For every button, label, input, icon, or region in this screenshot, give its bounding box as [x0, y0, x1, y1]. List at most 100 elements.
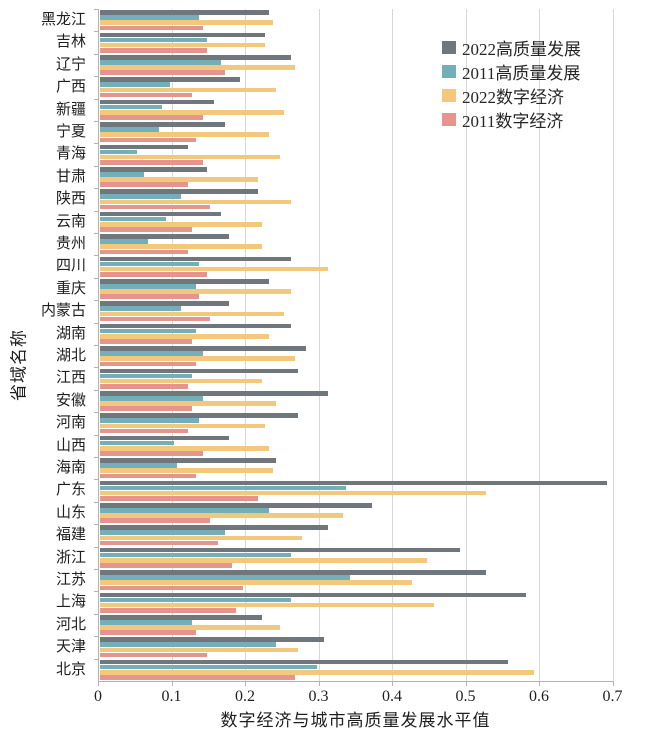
bar-group-云南	[100, 211, 614, 233]
bar-2022高质量发展-贵州	[100, 234, 229, 239]
bar-2011高质量发展-广东	[100, 485, 347, 491]
legend-swatch-2011高质量发展	[442, 65, 456, 78]
bar-2022高质量发展-重庆	[100, 278, 270, 284]
legend-label-2011数字经济: 2011数字经济	[462, 112, 564, 131]
category-label-青海: 青海	[55, 146, 86, 163]
y-tick-25	[94, 569, 98, 570]
y-tick-12	[94, 277, 98, 279]
bar-2011高质量发展-云南	[100, 216, 167, 222]
category-label-江西: 江西	[55, 370, 86, 387]
bar-2011高质量发展-贵州	[100, 239, 148, 244]
bar-2011数字经济-甘肃	[100, 182, 189, 188]
gridline-0.3	[318, 9, 320, 681]
category-label-黑龙江: 黑龙江	[40, 12, 86, 28]
bar-2011数字经济-广东	[100, 496, 259, 501]
bar-2022数字经济-广西	[100, 87, 277, 93]
legend-swatch-2011数字经济	[442, 113, 456, 126]
x-tick-label-0.5: 0.5	[455, 688, 476, 705]
category-label-山东: 山东	[55, 504, 86, 521]
bar-2011高质量发展-江西	[100, 373, 192, 379]
bar-2011高质量发展-陕西	[100, 194, 181, 200]
bar-2011数字经济-重庆	[100, 294, 200, 300]
bar-2011高质量发展-浙江	[100, 552, 292, 558]
category-label-上海: 上海	[55, 594, 86, 611]
bar-2022数字经济-天津	[100, 647, 299, 653]
bar-2011高质量发展-辽宁	[100, 60, 222, 65]
gridline-0.2	[245, 9, 246, 681]
bar-2022高质量发展-浙江	[100, 547, 461, 553]
x-tick-0.5	[465, 682, 467, 686]
category-label-海南: 海南	[55, 460, 86, 476]
bar-2011数字经济-陕西	[100, 204, 211, 210]
bar-2022数字经济-广东	[100, 490, 486, 496]
legend-label-2022数字经济: 2022数字经济	[462, 88, 564, 107]
bar-2022数字经济-重庆	[100, 289, 292, 294]
bar-group-河南	[100, 412, 614, 434]
bar-2011数字经济-贵州	[100, 249, 189, 255]
x-tick-label-0.4: 0.4	[382, 688, 402, 705]
x-tick-0.2	[245, 682, 246, 686]
category-label-河南: 河南	[55, 415, 86, 432]
bar-2022数字经济-甘肃	[100, 177, 259, 182]
category-label-湖北: 湖北	[55, 348, 86, 364]
category-label-福建: 福建	[55, 527, 86, 544]
x-tick-label-0: 0	[94, 688, 102, 705]
bar-2011数字经济-江西	[100, 384, 189, 389]
category-label-江苏: 江苏	[55, 572, 86, 588]
bar-group-宁夏	[100, 121, 614, 143]
x-tick-label-0.6: 0.6	[529, 688, 549, 705]
bar-2011数字经济-辽宁	[100, 70, 225, 76]
bar-group-湖北	[100, 345, 614, 367]
gridline-0.6	[539, 9, 540, 681]
bar-2022数字经济-上海	[100, 602, 435, 608]
bar-2011数字经济-湖南	[100, 339, 192, 344]
category-label-贵州: 贵州	[55, 236, 86, 252]
bar-2022数字经济-四川	[100, 266, 328, 272]
bar-group-广东	[100, 479, 614, 501]
bar-group-青海	[100, 143, 614, 165]
bar-2011数字经济-内蒙古	[100, 316, 211, 322]
bar-2022数字经济-青海	[100, 154, 281, 160]
bar-2011高质量发展-福建	[100, 530, 225, 536]
bar-group-陕西	[100, 188, 614, 210]
bar-2011高质量发展-吉林	[100, 37, 207, 43]
bar-2022高质量发展-广西	[100, 77, 240, 82]
x-tick-0.7	[612, 682, 614, 686]
bar-2022高质量发展-云南	[100, 211, 222, 217]
y-tick-5	[94, 121, 98, 122]
category-label-陕西: 陕西	[55, 191, 86, 208]
gridline-0.4	[392, 9, 393, 681]
bar-2022高质量发展-安徽	[100, 390, 328, 396]
bar-2022高质量发展-内蒙古	[100, 301, 229, 306]
x-tick-label-0.3: 0.3	[308, 688, 329, 705]
bar-group-江苏	[100, 569, 614, 591]
bar-group-广西	[100, 76, 614, 98]
bar-2022高质量发展-山东	[100, 502, 372, 508]
category-label-安徽: 安徽	[55, 392, 86, 409]
bar-2011高质量发展-海南	[100, 463, 178, 468]
bar-2022数字经济-内蒙古	[100, 311, 284, 317]
category-label-内蒙古: 内蒙古	[40, 303, 86, 320]
bar-2011高质量发展-河北	[100, 620, 192, 625]
bar-2011高质量发展-四川	[100, 261, 200, 267]
y-tick-14	[94, 322, 98, 324]
bar-group-上海	[100, 591, 614, 613]
gridline-0.7	[612, 9, 614, 681]
category-label-甘肃: 甘肃	[55, 168, 86, 185]
x-tick-0.1	[171, 682, 173, 686]
bar-2011高质量发展-青海	[100, 149, 137, 155]
bar-2011数字经济-新疆	[100, 115, 203, 120]
legend-swatch-2022数字经济	[442, 89, 456, 102]
bar-2022高质量发展-甘肃	[100, 166, 207, 172]
bar-group-湖南	[100, 323, 614, 345]
category-label-四川: 四川	[55, 258, 86, 275]
legend-item-2011数字经济: 2011数字经济	[442, 110, 581, 131]
y-tick-7	[94, 165, 98, 167]
bar-2022数字经济-湖北	[100, 356, 295, 362]
bar-2011高质量发展-湖北	[100, 351, 203, 356]
bar-2022高质量发展-天津	[100, 637, 325, 642]
bar-2011高质量发展-黑龙江	[100, 15, 200, 20]
category-label-广东: 广东	[55, 482, 86, 499]
bar-group-重庆	[100, 278, 614, 300]
